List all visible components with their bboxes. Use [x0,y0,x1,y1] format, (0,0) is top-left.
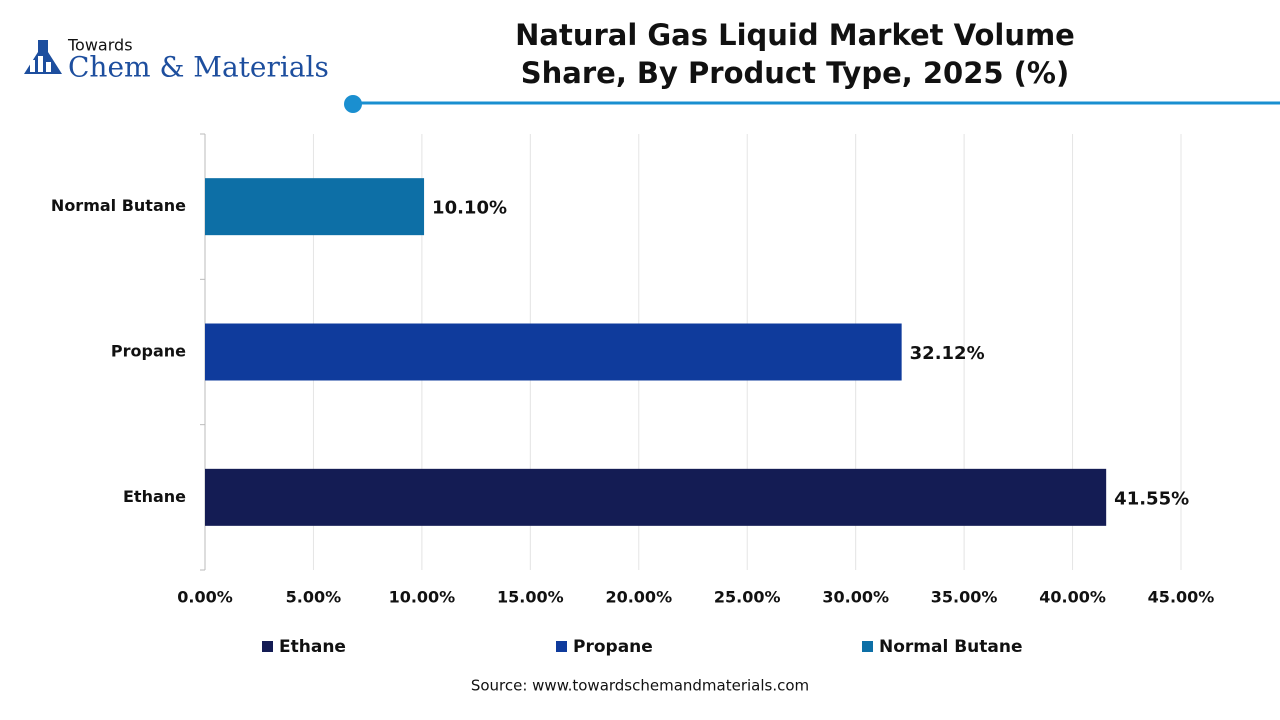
legend-label: Propane [573,637,653,657]
x-tick-label: 0.00% [177,588,233,607]
y-tick-label: Ethane [123,487,186,506]
x-tick-label: 35.00% [931,588,998,607]
source: Source: www.towardschemandmaterials.com [471,677,809,695]
x-tick-label: 10.00% [389,588,456,607]
y-tick-label: Normal Butane [51,196,186,215]
value-label: 41.55% [1114,488,1189,509]
legend-label: Ethane [279,637,346,657]
legend-swatch [556,641,567,652]
x-tick-label: 30.00% [822,588,889,607]
x-tick-label: 15.00% [497,588,564,607]
value-label: 32.12% [910,343,985,364]
y-tick-label: Propane [111,342,186,361]
x-tick-label: 45.00% [1148,588,1215,607]
bar [205,468,1107,526]
legend-swatch [262,641,273,652]
header-dot [344,95,362,113]
x-tick-label: 20.00% [605,588,672,607]
chart-title: Natural Gas Liquid Market Volume Share, … [515,18,1075,90]
bar [205,323,902,381]
x-tick-label: 5.00% [286,588,342,607]
x-tick-label: 40.00% [1039,588,1106,607]
legend-label: Normal Butane [879,637,1023,657]
logo-icon [24,40,62,74]
logo-top: Towards [67,36,133,55]
bar [205,178,425,236]
value-label: 10.10% [432,198,507,219]
x-tick-label: 25.00% [714,588,781,607]
logo-bottom: Chem & Materials [68,51,329,84]
legend-swatch [862,641,873,652]
